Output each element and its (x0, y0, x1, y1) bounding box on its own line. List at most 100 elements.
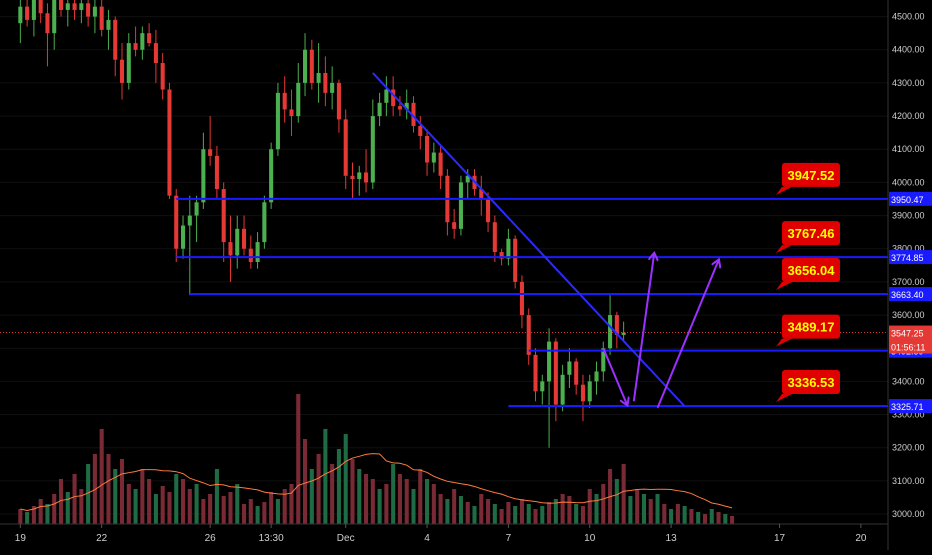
volume-bar (269, 492, 274, 524)
time-tick-label: 19 (15, 533, 27, 544)
volume-bar (174, 474, 179, 524)
candle-body (147, 33, 152, 44)
projection-arrow (632, 254, 654, 402)
volume-bar (241, 504, 247, 524)
volume-bar (587, 489, 592, 524)
volume-bar (709, 509, 714, 524)
volume-bar (614, 479, 619, 524)
price-tick-label: 4200.00 (892, 111, 925, 121)
callout-price-label: 3656.04 (788, 263, 836, 278)
volume-bar (336, 449, 341, 524)
volume-bar (377, 489, 382, 524)
price-tick-label: 4400.00 (892, 45, 925, 55)
candle-body (214, 155, 219, 190)
volume-bar (547, 502, 552, 524)
candle-body (492, 222, 497, 253)
candle-body (187, 215, 192, 226)
volume-bar (52, 494, 57, 524)
axis-level-tag (889, 399, 932, 414)
volume-bar (208, 494, 213, 524)
candle-body (513, 238, 518, 282)
volume-bar (25, 512, 30, 524)
volume-bar (228, 492, 233, 524)
candle-body (18, 6, 23, 24)
candle-body (174, 195, 179, 249)
candle-body (201, 149, 206, 203)
candle-body (99, 6, 104, 30)
callout-price-label: 3947.52 (788, 168, 835, 183)
volume-bar (580, 506, 585, 524)
volume-bar (18, 509, 23, 524)
volume-bar (648, 499, 653, 524)
volume-bar (119, 459, 125, 524)
candle-body (391, 89, 396, 107)
volume-bar (180, 479, 186, 524)
candle-body (567, 361, 572, 375)
current-price-label: 3547.25 (891, 329, 924, 339)
volume-bar (65, 492, 70, 524)
candle-body (364, 172, 369, 183)
candle-body (303, 49, 308, 83)
candle-body (113, 19, 118, 60)
candle-body (519, 281, 524, 316)
candle-body (106, 19, 111, 30)
volume-bar (418, 469, 423, 524)
callout-box (782, 258, 840, 283)
volume-bar (662, 504, 667, 524)
countdown-label: 01:56:11 (891, 343, 925, 353)
candle-body (228, 242, 233, 256)
price-tick-label: 3300.00 (892, 410, 925, 420)
candle-body (45, 13, 50, 34)
volume-bar (303, 439, 308, 524)
candle-body (133, 43, 138, 50)
volume-bar (689, 509, 694, 524)
candle-body (296, 82, 301, 117)
volume-bar (519, 499, 524, 524)
volume-bar (696, 512, 701, 524)
volume-bar (72, 474, 77, 524)
candle-body (180, 225, 186, 249)
volume-bar (635, 489, 640, 524)
volume-bar (445, 499, 450, 524)
volume-bar (147, 479, 152, 524)
candle-body (336, 82, 341, 120)
candle-body (31, 0, 36, 20)
volume-bar (58, 479, 64, 524)
callout-price-label: 3489.17 (788, 320, 835, 335)
axis-level-tag-label: 3663.40 (891, 290, 924, 300)
candle-body (418, 126, 423, 136)
callout-price-label: 3767.46 (788, 226, 835, 241)
volume-bar (472, 506, 477, 524)
axis-level-tag (889, 191, 932, 206)
candle-body (208, 149, 213, 156)
volume-bar (458, 496, 463, 524)
volume-bar (723, 514, 728, 524)
volume-bar (221, 496, 226, 524)
candle-body (140, 33, 145, 50)
callout-price-label: 3336.53 (788, 375, 835, 390)
volume-bar (187, 489, 192, 524)
volume-bar (343, 434, 348, 524)
price-tick-label: 3700.00 (892, 277, 925, 287)
volume-bar (364, 474, 369, 524)
time-tick-label: 26 (205, 533, 217, 544)
axis-level-tag-label: 3950.47 (891, 195, 924, 205)
candle-body (370, 116, 375, 183)
volume-bar (669, 509, 674, 524)
candle-body (553, 341, 558, 405)
volume-bar (370, 479, 375, 524)
candle-body (614, 315, 619, 335)
volume-bar (126, 484, 131, 524)
projection-arrow (656, 260, 719, 409)
projection-arrow (602, 347, 627, 404)
volume-bar (492, 504, 497, 524)
volume-bar (479, 494, 484, 524)
candle-body (533, 354, 538, 392)
volume-bar (574, 504, 579, 524)
candle-body (431, 152, 436, 163)
price-tick-label: 3900.00 (892, 211, 925, 221)
candle-body (92, 6, 97, 17)
volume-bar (106, 454, 111, 524)
callout-pointer (776, 338, 792, 347)
